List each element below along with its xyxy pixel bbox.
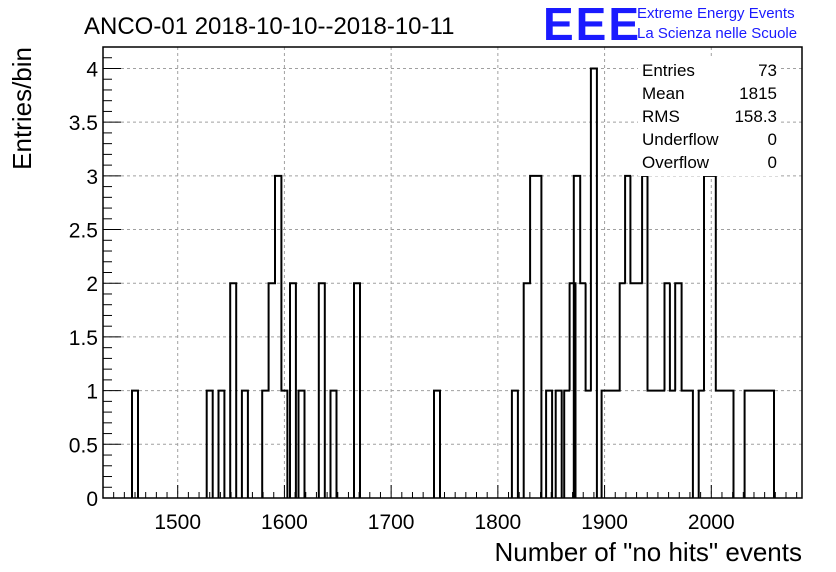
- logo-letters: EEE: [543, 0, 641, 50]
- x-tick-label: 2000: [688, 511, 735, 534]
- stats-box: Entries 73 Mean 1815 RMS 158.3 Underflow 0 Overf…: [638, 56, 780, 176]
- stats-label: Overflow: [642, 153, 710, 172]
- x-tick-label: 1700: [368, 511, 415, 534]
- stats-label: RMS: [642, 107, 680, 126]
- stats-label: Entries: [642, 61, 695, 80]
- y-tick-label: 3: [86, 166, 98, 189]
- chart-title: ANCO-01 2018-10-10--2018-10-11: [84, 13, 454, 40]
- y-axis-title: Entries/bin: [7, 47, 37, 170]
- stats-value: 73: [758, 61, 777, 80]
- tick-labels: 1500 1600 1700 1800 1900 2000 0 0.5 1 1.5 2 2.5 3 3.5…: [69, 58, 735, 534]
- stats-value: 0: [768, 153, 777, 172]
- y-tick-label: 0: [86, 488, 98, 511]
- stats-label: Mean: [642, 84, 685, 103]
- y-tick-label: 1: [86, 381, 98, 404]
- x-tick-label: 1600: [261, 511, 308, 534]
- stats-label: Underflow: [642, 130, 719, 149]
- y-tick-label: 4: [86, 58, 98, 81]
- y-tick-label: 2.5: [69, 220, 98, 243]
- stats-value: 0: [768, 130, 777, 149]
- logo-line-1: Extreme Energy Events: [637, 5, 795, 22]
- y-tick-label: 1.5: [69, 327, 98, 350]
- eee-logo: EEE Extreme Energy Events La Scienza nel…: [543, 0, 797, 50]
- stats-value: 158.3: [734, 107, 777, 126]
- y-tick-label: 2: [86, 273, 98, 296]
- logo-line-2: La Scienza nelle Scuole: [637, 25, 797, 42]
- y-tick-label: 0.5: [69, 434, 98, 457]
- stats-box-background: [638, 56, 780, 176]
- y-tick-label: 3.5: [69, 112, 98, 135]
- x-tick-label: 1500: [154, 511, 201, 534]
- x-axis-title: Number of "no hits" events: [495, 537, 803, 567]
- x-tick-label: 1800: [474, 511, 521, 534]
- stats-value: 1815: [739, 84, 777, 103]
- axis-ticks: [103, 46, 798, 499]
- x-tick-label: 1900: [581, 511, 628, 534]
